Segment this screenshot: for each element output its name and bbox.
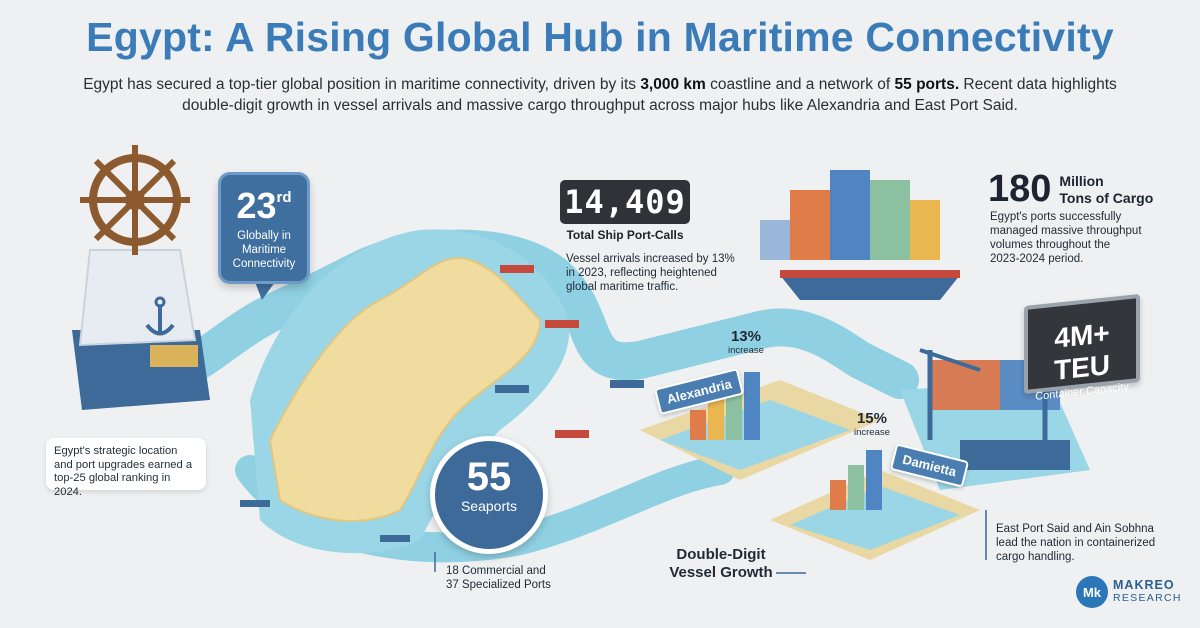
teu-note-2: lead the nation in containerized xyxy=(996,537,1156,549)
coastline-land xyxy=(268,257,542,522)
port-calls-value: 14,409 xyxy=(560,180,690,224)
seaports-value: 55 xyxy=(466,455,512,499)
port-calls-note-2: in 2023, reflecting heightened xyxy=(566,267,717,279)
ranking-label-3: Connectivity xyxy=(232,258,296,270)
damietta-platform xyxy=(770,450,980,560)
growth-title-2: Vessel Growth xyxy=(669,564,773,581)
alexandria-pct: 13% xyxy=(730,328,761,345)
cargo-note: Egypt's ports successfully managed massi… xyxy=(990,210,1170,266)
teu-note-3: cargo handling. xyxy=(996,551,1075,563)
ranking-note: Egypt's strategic location and port upgr… xyxy=(46,438,206,498)
cargo-stat: 180 Million Tons of Cargo xyxy=(988,168,1153,211)
sea-route xyxy=(181,229,919,399)
intro-ports: 55 ports. xyxy=(894,76,960,93)
ranking-number: 23 xyxy=(236,185,277,226)
port-calls-note-3: global maritime traffic. xyxy=(566,281,679,293)
alexandria-bar-3 xyxy=(726,386,742,440)
ranking-label-1: Globally in xyxy=(237,230,291,242)
cargo-note-3: volumes throughout the xyxy=(990,239,1111,251)
plaque xyxy=(150,345,198,367)
seaports-note: 18 Commercial and 37 Specialized Ports xyxy=(446,564,616,592)
damietta-bar-3 xyxy=(866,450,882,510)
port-calls-label: Total Ship Port-Calls xyxy=(566,228,684,242)
alexandria-bar-1 xyxy=(690,410,706,440)
seaports-note-1: 18 Commercial and xyxy=(446,565,546,577)
ranking-suffix: rd xyxy=(276,189,292,206)
seaports-label: Seaports xyxy=(460,498,518,514)
cargo-unit-1: Million xyxy=(1059,172,1104,189)
alexandria-increase: increase xyxy=(728,345,764,356)
cargo-note-1: Egypt's ports successfully xyxy=(990,211,1122,223)
cargo-unit: Million Tons of Cargo xyxy=(1059,173,1153,207)
intro-part-3: Recent data highlights double-digit grow… xyxy=(182,76,1117,114)
cargo-pile xyxy=(760,170,960,300)
teu-value: 4M+ TEU xyxy=(1054,317,1110,386)
teu-board: 4M+ TEU Container Capacity xyxy=(1024,293,1140,403)
damietta-bar-2 xyxy=(848,465,864,510)
growth-title: Double-Digit Vessel Growth xyxy=(666,546,776,582)
brand-line-1: MAKREO xyxy=(1113,578,1175,592)
growth-title-1: Double-Digit xyxy=(676,546,766,563)
ship-wheel-icon xyxy=(80,145,190,255)
cargo-unit-2: Tons of Cargo xyxy=(1059,189,1154,206)
cargo-value: 180 xyxy=(988,168,1052,210)
seaports-badge: 55 Seaports xyxy=(430,436,548,554)
pedestal xyxy=(72,249,210,410)
damietta-increase: increase xyxy=(854,427,890,438)
alexandria-bar-4 xyxy=(744,372,760,440)
page-title: Egypt: A Rising Global Hub in Maritime C… xyxy=(86,14,1114,60)
intro-part-1: Egypt has secured a top-tier global posi… xyxy=(83,76,641,93)
ranking-label: Globally in Maritime Connectivity xyxy=(221,229,307,271)
intro-part-2: coastline and a network of xyxy=(705,76,895,93)
damietta-bar-1 xyxy=(830,480,846,510)
makreo-logo: Mk MAKREO RESEARCH xyxy=(1076,576,1182,608)
brand-text: MAKREO RESEARCH xyxy=(1113,579,1182,605)
intro-text: Egypt has secured a top-tier global posi… xyxy=(70,74,1130,116)
seaports-note-2: 37 Specialized Ports xyxy=(446,579,551,591)
cargo-note-2: managed massive throughput xyxy=(990,225,1142,237)
cargo-note-4: 2023-2024 period. xyxy=(990,253,1084,265)
teu-note-1: East Port Said and Ain Sobhna xyxy=(996,523,1154,535)
brand-line-2: RESEARCH xyxy=(1113,592,1182,604)
intro-coastline: 3,000 km xyxy=(640,76,706,93)
ranking-value: 23rd xyxy=(221,185,307,227)
anchor-icon xyxy=(145,296,175,336)
port-calls-counter: 14,409 Total Ship Port-Calls xyxy=(560,180,690,242)
damietta-pct: 15% xyxy=(856,410,887,427)
alexandria-bar-2 xyxy=(708,398,724,440)
ranking-card: 23rd Globally in Maritime Connectivity xyxy=(218,172,310,284)
port-calls-note: Vessel arrivals increased by 13% in 2023… xyxy=(566,252,756,294)
ships xyxy=(240,265,644,542)
rank-card-pointer xyxy=(255,282,275,300)
teu-note: East Port Said and Ain Sobhna lead the n… xyxy=(996,522,1186,564)
port-calls-note-1: Vessel arrivals increased by 13% xyxy=(566,253,735,265)
ranking-label-2: Maritime xyxy=(241,244,287,256)
alexandria-platform xyxy=(640,372,880,480)
damietta-growth: 15% increase xyxy=(854,410,890,438)
makreo-logo-icon: Mk xyxy=(1076,576,1108,608)
alexandria-growth: 13% increase xyxy=(728,328,764,356)
